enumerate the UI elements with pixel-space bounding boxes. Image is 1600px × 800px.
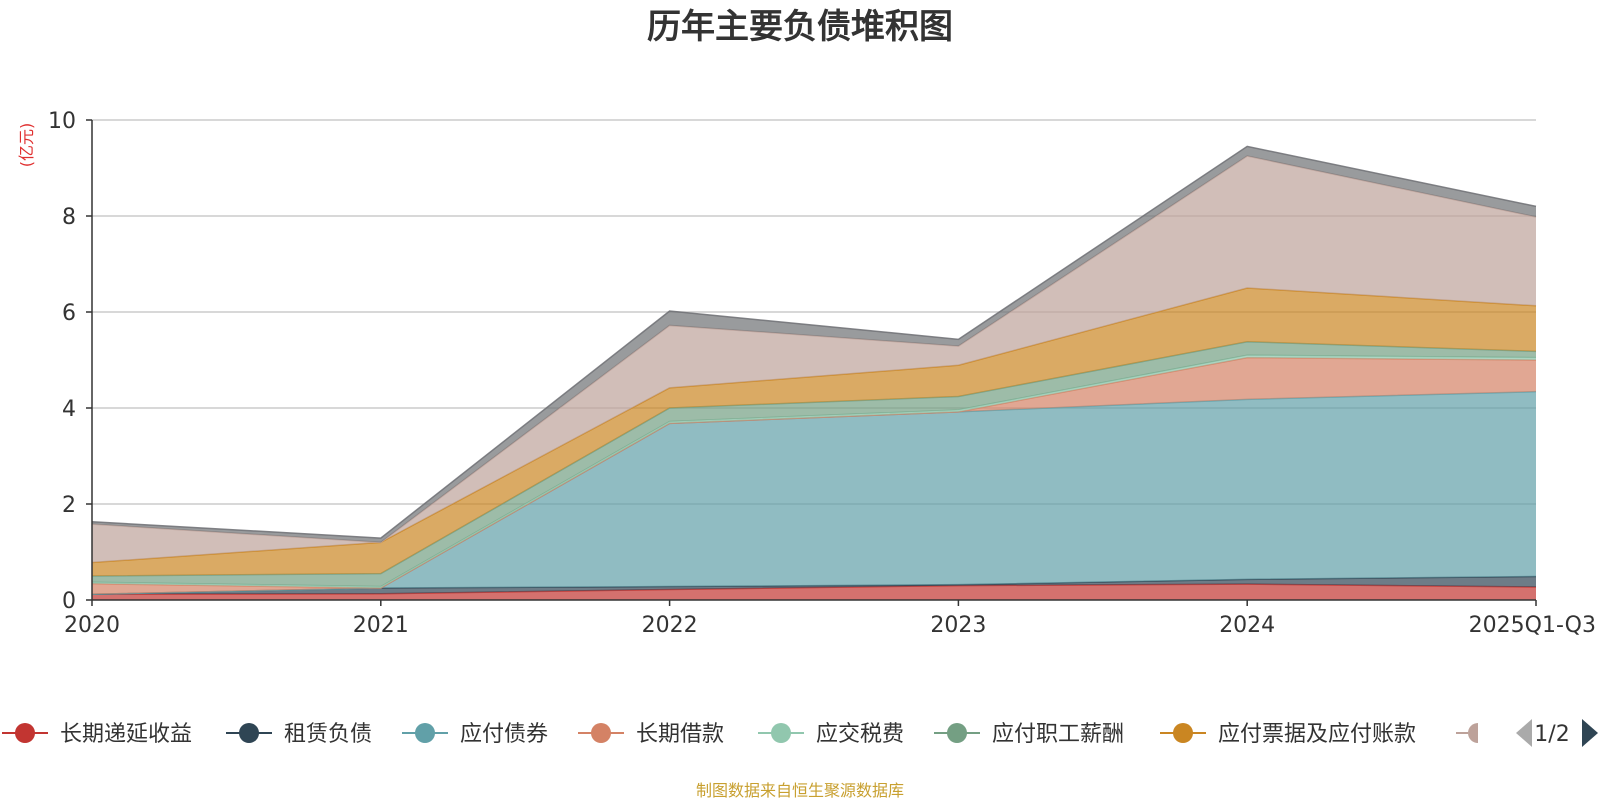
- series-line-9: [91, 145, 1537, 539]
- legend-prev-page-icon[interactable]: [1516, 719, 1532, 747]
- y-axis-unit-label: (亿元): [17, 123, 36, 168]
- legend-marker-icon: [239, 723, 259, 743]
- legend-item[interactable]: 租赁负债: [226, 722, 372, 747]
- legend-item[interactable]: 长期借款: [578, 722, 724, 747]
- legend-marker-icon: [415, 723, 435, 743]
- area-series-8: [92, 156, 1536, 563]
- legend-item[interactable]: 应付债券: [402, 722, 548, 747]
- y-tick-label: 2: [62, 493, 76, 518]
- legend-label: 应交税费: [816, 722, 904, 747]
- y-tick-label: 0: [62, 589, 76, 614]
- x-tick-label: 2022: [642, 613, 698, 638]
- area-series: [91, 145, 1537, 600]
- legend-item[interactable]: 应付票据及应付账款: [1160, 722, 1416, 747]
- legend: 长期递延收益 租赁负债 应付债券 长期借款 应交税费 应付职工薪酬 应付票据及应付账款 1/2: [2, 719, 1598, 747]
- x-tick-label: 2023: [930, 613, 986, 638]
- y-tick-label: 8: [62, 205, 76, 230]
- legend-marker-icon: [947, 723, 967, 743]
- y-tick-label: 10: [48, 109, 76, 134]
- legend-label: 应付票据及应付账款: [1218, 722, 1416, 747]
- legend-label: 应付职工薪酬: [992, 722, 1124, 747]
- legend-marker-icon: [1468, 723, 1478, 743]
- legend-item-partial[interactable]: [1456, 723, 1478, 743]
- y-tick-label: 6: [62, 301, 76, 326]
- legend-item[interactable]: 应交税费: [758, 722, 904, 747]
- area-series-3: [92, 391, 1536, 595]
- x-tick-label: 2020: [64, 613, 120, 638]
- legend-label: 长期借款: [636, 722, 724, 747]
- legend-marker-icon: [15, 723, 35, 743]
- y-tick-label: 4: [62, 397, 76, 422]
- legend-marker-icon: [1173, 723, 1193, 743]
- x-tick-label: 2021: [353, 613, 409, 638]
- chart-title: 历年主要负债堆积图: [647, 7, 953, 47]
- legend-item[interactable]: 应付职工薪酬: [934, 722, 1124, 747]
- legend-page-indicator: 1/2: [1534, 722, 1569, 747]
- x-tick-label: 2024: [1219, 613, 1275, 638]
- area-series-4: [92, 357, 1536, 595]
- source-note: 制图数据来自恒生聚源数据库: [696, 781, 904, 800]
- area-series-9: [92, 146, 1536, 543]
- legend-item[interactable]: 长期递延收益: [2, 722, 192, 747]
- legend-marker-icon: [771, 723, 791, 743]
- legend-label: 应付债券: [460, 722, 548, 747]
- legend-label: 租赁负债: [284, 722, 372, 747]
- area-series-1: [92, 584, 1536, 600]
- legend-marker-icon: [591, 723, 611, 743]
- legend-label: 长期递延收益: [60, 722, 192, 747]
- series-line-1: [91, 583, 1537, 595]
- legend-next-page-icon[interactable]: [1582, 719, 1598, 747]
- x-tick-label: 2025Q1-Q3: [1469, 613, 1596, 638]
- axes: 0 2 4 6 8 10 2020 2021 2022 2023 2024 2025Q1-Q3: [48, 109, 1596, 638]
